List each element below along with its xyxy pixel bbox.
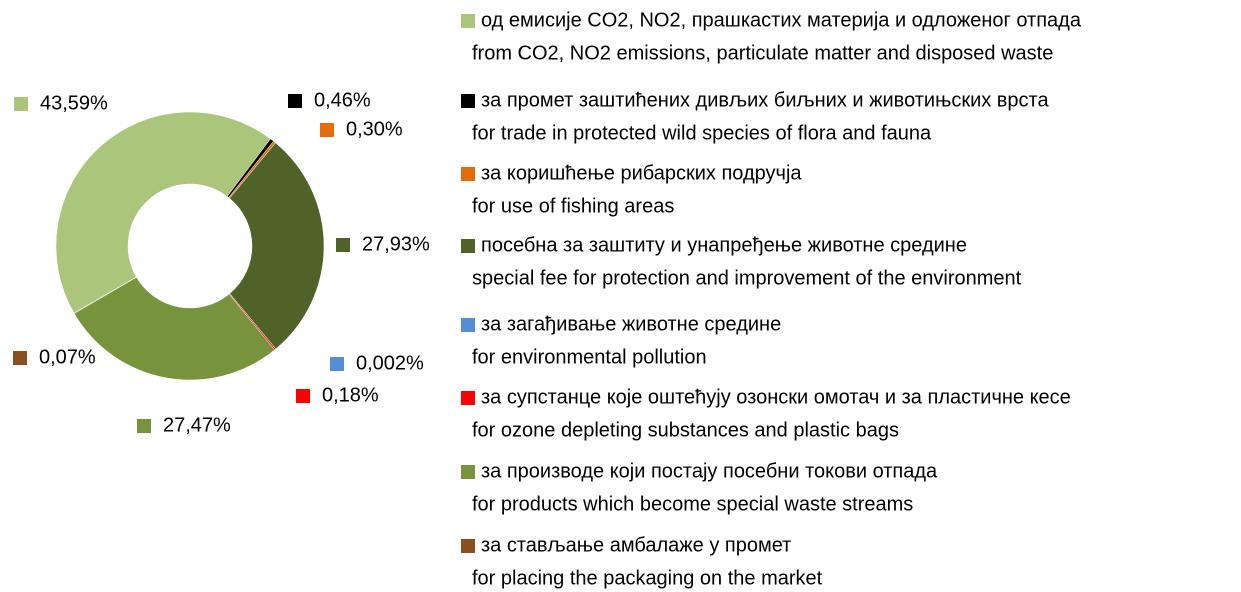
legend-swatch [461,94,475,108]
donut-segment [55,111,271,314]
legend-swatch [461,318,475,332]
legend-label-en: for ozone depleting substances and plast… [472,419,899,441]
data-label: 0,30% [346,118,403,140]
donut-segment [73,276,275,381]
legend-label-en: for trade in protected wild species of f… [472,122,932,144]
legend-label: за промет заштићених дивљих биљних и жив… [481,89,1049,111]
data-label: 27,93% [362,233,430,255]
label-swatch [13,351,27,365]
legend-label: за производе који постају посебни токови… [481,460,938,482]
legend-label-en: for placing the packaging on the market [472,567,823,589]
data-label: 0,07% [39,346,96,368]
legend-label-en: from CO2, NO2 emissions, particulate mat… [472,42,1053,64]
legend-label-en: for use of fishing areas [472,195,674,217]
donut-segment [229,142,325,350]
label-swatch [14,97,28,111]
legend-label: за стављање амбалаже у промет [481,534,791,556]
data-label: 0,002% [356,352,424,374]
legend-label-en: for products which become special waste … [472,493,913,515]
legend-label: од емисије CO2, NO2, прашкастих материја… [481,9,1082,31]
legend-swatch [461,239,475,253]
legend-label: за загађивање животне средине [481,313,781,335]
label-swatch [296,389,310,403]
label-swatch [320,123,334,137]
legend-label-en: for environmental pollution [472,346,707,368]
legend-label: за супстанце које оштећују озонски омота… [481,386,1071,408]
data-label: 27,47% [163,414,231,436]
data-label: 0,18% [322,384,379,406]
legend-swatch [461,167,475,181]
data-label: 0,46% [314,89,371,111]
label-swatch [336,238,350,252]
legend-swatch [461,465,475,479]
label-swatch [137,419,151,433]
label-swatch [330,357,344,371]
donut-segment [73,276,137,314]
legend-swatch [461,391,475,405]
legend-label-en: special fee for protection and improveme… [472,267,1022,289]
legend-swatch [461,14,475,28]
data-label: 43,59% [40,92,108,114]
label-swatch [288,94,302,108]
legend-label: посебна за заштиту и унапређење животне … [481,234,967,256]
legend-swatch [461,539,475,553]
legend-label: за коришћење рибарских подручја [481,162,802,184]
